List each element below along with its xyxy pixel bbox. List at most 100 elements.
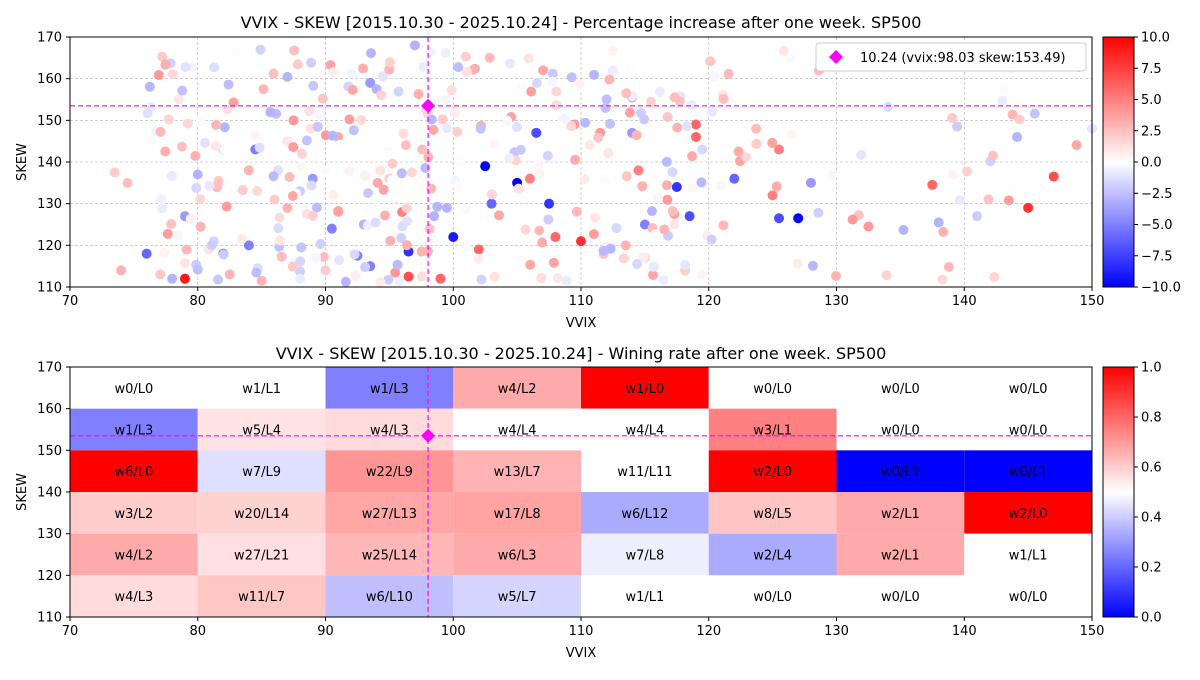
scatter-point bbox=[682, 121, 693, 132]
heatmap-cell bbox=[453, 408, 581, 451]
scatter-point bbox=[160, 59, 171, 70]
scatter-point bbox=[1071, 140, 1082, 151]
scatter-point bbox=[625, 64, 636, 75]
scatter-point bbox=[502, 115, 513, 126]
heatmap-cell bbox=[836, 408, 965, 451]
scatter-point bbox=[256, 275, 267, 286]
scatter-point bbox=[454, 156, 465, 167]
heatmap-cell-label: w6/L10 bbox=[366, 590, 413, 605]
scatter-point bbox=[511, 122, 522, 133]
scatter-point bbox=[308, 80, 319, 91]
scatter-point bbox=[576, 236, 586, 247]
heatmap-cell bbox=[964, 408, 1092, 451]
scatter-x-label: VVIX bbox=[566, 316, 597, 331]
scatter-point bbox=[392, 259, 403, 270]
scatter-point bbox=[432, 201, 443, 212]
scatter-point bbox=[243, 240, 254, 251]
scatter-point bbox=[195, 194, 206, 205]
heatmap-cell bbox=[836, 367, 965, 409]
scatter-point bbox=[269, 194, 280, 205]
scatter-point bbox=[648, 261, 659, 272]
scatter-point bbox=[636, 108, 647, 119]
scatter-point bbox=[774, 213, 785, 224]
scatter-point bbox=[185, 213, 196, 224]
scatter-point bbox=[157, 51, 168, 62]
scatter-point bbox=[1048, 171, 1059, 182]
scatter-point bbox=[513, 183, 524, 194]
heatmap-cell bbox=[197, 575, 326, 617]
y-tick-label: 160 bbox=[37, 72, 62, 87]
scatter-point bbox=[709, 71, 720, 82]
scatter-colorbar-ticks: 10.0 7.5 5.0 2.5 0.0 −2.5 −5.0 −7.5 −10.0 bbox=[1134, 31, 1181, 296]
scatter-y-label: SKEW bbox=[15, 143, 30, 181]
scatter-point bbox=[706, 234, 717, 245]
scatter-point bbox=[274, 235, 285, 246]
heatmap-cell bbox=[964, 450, 1092, 492]
heatmap-cell-label: w0/L0 bbox=[1009, 382, 1048, 397]
scatter-point bbox=[441, 202, 452, 213]
scatter-point bbox=[167, 273, 178, 284]
scatter-point bbox=[307, 210, 318, 221]
scatter-point bbox=[584, 139, 595, 150]
scatter-point bbox=[460, 204, 471, 215]
scatter-point bbox=[521, 120, 532, 131]
scatter-point bbox=[661, 156, 672, 167]
scatter-chart: VVIX - SKEW [2015.10.30 - 2025.10.24] - … bbox=[15, 13, 1181, 331]
scatter-point bbox=[425, 47, 436, 58]
scatter-point bbox=[206, 240, 217, 251]
scatter-point bbox=[360, 262, 371, 273]
x-tick-label: 70 bbox=[62, 294, 79, 309]
scatter-point bbox=[561, 275, 572, 286]
heatmap-cell-label: w4/L3 bbox=[370, 424, 409, 439]
scatter-point bbox=[680, 259, 691, 270]
heatmap-cell-label: w0/L0 bbox=[881, 382, 920, 397]
scatter-point bbox=[192, 264, 203, 275]
colorbar-tick-label: 7.5 bbox=[1141, 62, 1162, 77]
scatter-point bbox=[639, 219, 650, 230]
heatmap-cell bbox=[197, 408, 326, 451]
scatter-point bbox=[349, 249, 360, 260]
heatmap-cell bbox=[708, 450, 837, 492]
y-tick-label: 140 bbox=[37, 156, 62, 171]
colorbar-tick-label: −7.5 bbox=[1141, 249, 1173, 264]
scatter-point bbox=[590, 212, 601, 223]
scatter-point bbox=[1023, 202, 1034, 213]
scatter-point bbox=[387, 175, 398, 186]
scatter-point bbox=[276, 251, 287, 262]
scatter-point bbox=[191, 183, 202, 194]
scatter-point bbox=[340, 276, 351, 287]
scatter-point bbox=[598, 245, 609, 256]
scatter-point bbox=[317, 93, 328, 104]
heatmap-cell bbox=[453, 450, 581, 492]
scatter-point bbox=[489, 271, 500, 282]
heatmap-cell-label: w5/L4 bbox=[242, 424, 281, 439]
scatter-point bbox=[315, 109, 326, 120]
scatter-point bbox=[363, 188, 374, 199]
scatter-point bbox=[287, 190, 298, 201]
scatter-point bbox=[566, 121, 577, 132]
scatter-point bbox=[384, 57, 395, 68]
scatter-point bbox=[547, 76, 558, 87]
scatter-point bbox=[228, 97, 239, 108]
scatter-point bbox=[344, 176, 355, 187]
x-tick-label: 90 bbox=[317, 294, 334, 309]
scatter-point bbox=[669, 92, 680, 103]
x-tick-label: 100 bbox=[441, 624, 466, 639]
heatmap-cell-label: w4/L2 bbox=[498, 382, 537, 397]
heatmap-cell bbox=[708, 575, 837, 617]
x-tick-label: 140 bbox=[952, 294, 977, 309]
scatter-point bbox=[751, 138, 762, 149]
scatter-point bbox=[190, 150, 201, 161]
y-tick-label: 120 bbox=[37, 569, 62, 584]
y-tick-label: 130 bbox=[37, 527, 62, 542]
scatter-point bbox=[221, 201, 232, 212]
scatter-point bbox=[296, 161, 307, 172]
scatter-point bbox=[476, 274, 487, 285]
scatter-point bbox=[400, 140, 411, 151]
scatter-point bbox=[179, 273, 190, 284]
heatmap-cell-label: w1/L3 bbox=[114, 424, 153, 439]
scatter-point bbox=[633, 165, 644, 176]
scatter-point bbox=[741, 152, 752, 163]
scatter-point bbox=[646, 206, 657, 217]
heatmap-cell bbox=[325, 533, 454, 576]
